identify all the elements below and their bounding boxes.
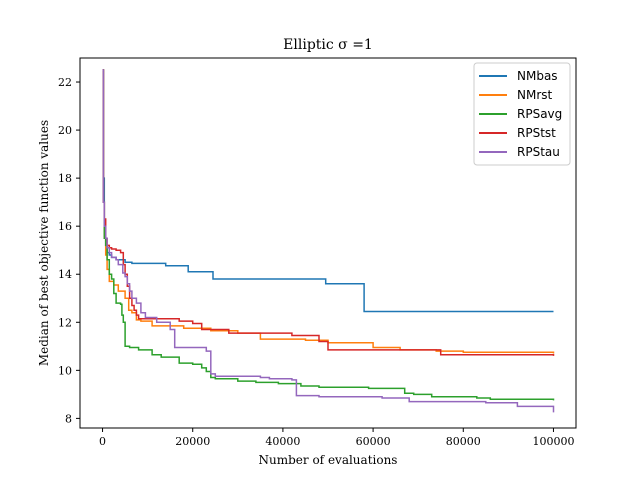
legend-label: NMrst (517, 88, 553, 102)
y-tick-label: 10 (58, 364, 72, 377)
x-axis: 0 20000 40000 60000 80000 100000 (99, 428, 574, 448)
legend-label: RPStst (517, 126, 556, 140)
legend-box (473, 62, 571, 166)
series-line-rpstau (102, 69, 555, 413)
legend: NMbas NMrst RPSavg RPStst RPStau (473, 62, 571, 166)
x-axis-label: Number of evaluations (259, 453, 398, 467)
y-axis-label: Median of best objective function values (37, 120, 51, 366)
legend-label: NMbas (517, 69, 558, 83)
series-line-rpsavg (102, 69, 555, 401)
y-tick-label: 8 (65, 412, 72, 425)
y-tick-label: 12 (58, 316, 72, 329)
series-line-rpstst (102, 69, 555, 356)
y-axis: 8 10 12 14 16 18 20 22 (58, 76, 80, 425)
y-tick-label: 22 (58, 76, 72, 89)
x-tick-label: 100000 (532, 435, 574, 448)
legend-label: RPSavg (517, 107, 562, 121)
legend-label: RPStau (517, 145, 560, 159)
y-tick-label: 14 (58, 268, 72, 281)
series-line-nmrst (102, 69, 555, 354)
x-tick-label: 0 (99, 435, 106, 448)
x-tick-label: 60000 (356, 435, 391, 448)
x-tick-label: 40000 (265, 435, 300, 448)
chart-title: Elliptic σ =1 (283, 37, 373, 53)
plot-frame (79, 57, 577, 429)
x-tick-label: 80000 (446, 435, 481, 448)
series-layer (102, 69, 555, 413)
y-tick-label: 18 (58, 172, 72, 185)
y-tick-label: 20 (58, 124, 72, 137)
y-tick-label: 16 (58, 220, 72, 233)
x-tick-label: 20000 (175, 435, 210, 448)
